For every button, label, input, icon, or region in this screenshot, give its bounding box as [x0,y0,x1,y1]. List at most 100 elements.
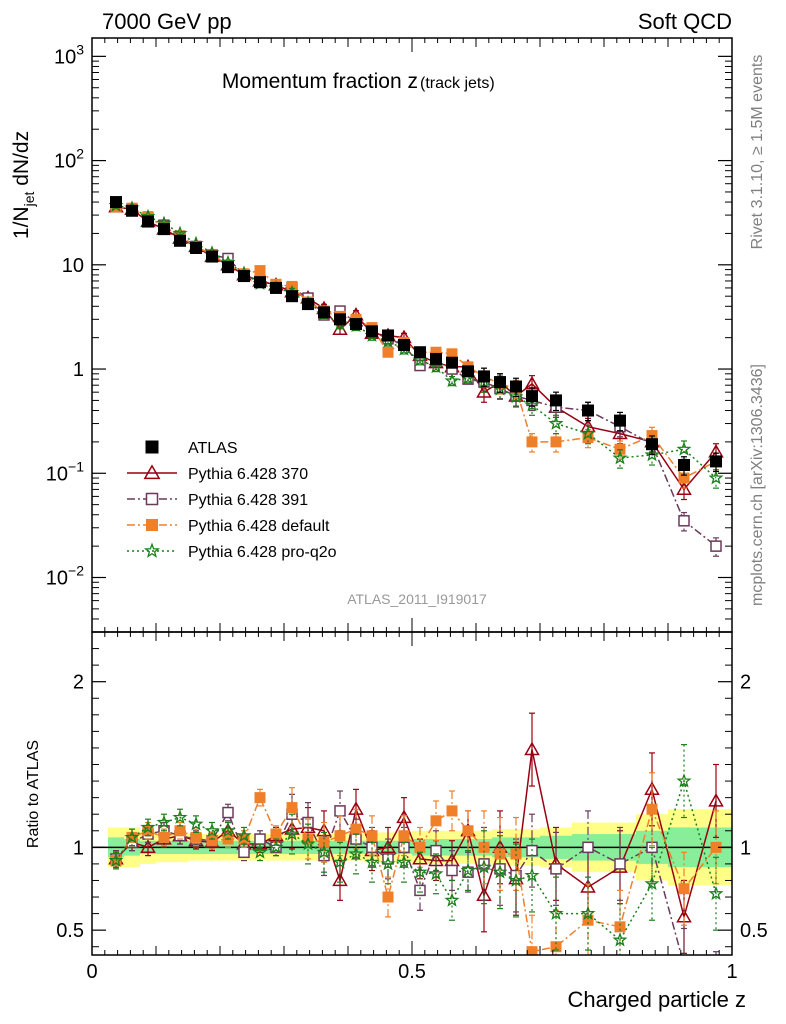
data-point [644,447,660,462]
data-point [612,450,628,465]
ratio-point [708,792,724,807]
ratio-point [398,830,410,842]
ratio-point [158,831,170,843]
data-point [478,370,490,383]
mcplots-label: mcplots.cern.ch [arXiv:1306.3436] [749,364,766,606]
ratio-point [412,864,428,879]
ratio-point [414,841,426,853]
ratio-point [172,809,188,824]
main-panel: 10−2 10−1 1 10 102 103 Momentum fraction z (t… [10,37,733,633]
data-point [676,441,692,456]
ratio-point [238,846,250,859]
data-point [398,339,410,352]
data-point [444,372,460,388]
data-point [350,318,362,331]
data-point [510,380,522,393]
ratio-y-tick-label-right: 1 [740,837,751,859]
ratio-point [252,844,268,859]
legend-marker [143,542,161,558]
legend-marker [145,440,159,454]
ratio-point [676,773,692,788]
ratio-point [284,826,300,841]
ratio-point [268,839,284,854]
ratio-point [300,836,316,851]
data-point [678,459,690,472]
legend-entry: Pythia 6.428 370 [127,464,308,483]
ratio-series [108,712,724,955]
data-point [302,298,314,311]
ratio-point [510,848,522,860]
ratio-point [206,835,218,847]
main-y-tick-label: 102 [54,146,84,173]
data-point [526,390,538,403]
data-point [550,394,562,407]
ratio-point [174,825,186,837]
legend-marker [146,519,158,531]
ratio-series-pythia-6-428-pro-q2o [108,744,724,955]
ratio-y-tick-label: 1 [73,837,84,859]
ratio-point [348,846,364,861]
data-point [366,325,378,338]
ratio-point [614,858,626,870]
ratio-point [286,802,298,814]
main-y-tick-label: 10−1 [46,458,84,485]
legend-entry: ATLAS [145,440,238,457]
data-point [254,265,266,277]
ratio-point [612,932,628,947]
chart-title-sub: (track jets) [420,75,495,92]
data-point [508,389,524,404]
ratio-point [140,819,156,834]
data-point [548,415,564,430]
data-point [526,436,538,448]
ratio-point [124,829,140,844]
ratio-point [364,854,380,869]
ratio-point [446,864,458,877]
data-point [110,196,122,209]
ylabel-main: 1/N [10,206,33,239]
ratio-point [646,803,658,815]
ratio-point [396,854,412,869]
ratio-point [222,806,234,819]
ratio-point [382,891,394,903]
ratio-point [462,825,474,837]
ratio-ticks: 0.5 0.51 12 20 0.5 1 [56,632,768,983]
data-point [238,270,250,283]
x-axis-label: Charged particle z [567,987,746,1012]
main-y-tick-label: 10−2 [46,563,84,590]
legend-label: Pythia 6.428 default [188,518,330,535]
ratio-point [220,822,236,838]
ratio-point [332,854,348,869]
legend-label: Pythia 6.428 391 [188,492,308,509]
data-point [550,436,562,448]
ratio-point [708,885,724,901]
ylabel-sub: jet [21,192,37,208]
ratio-point [582,914,594,926]
data-point [476,384,492,398]
ratio-point [204,822,220,838]
ratio-point [334,830,346,842]
main-series [108,196,724,557]
data-point [254,276,266,289]
ratio-point [524,741,540,756]
process-label: Soft QCD [638,9,732,34]
data-point [430,352,442,365]
data-point [446,356,458,369]
data-point [678,515,690,527]
data-point [710,455,722,468]
data-point [580,425,596,441]
legend-marker [145,492,159,506]
ratio-point [316,844,332,859]
ratio-point [444,892,460,907]
ratio-point [678,883,690,895]
energy-label: 7000 GeV pp [102,9,232,34]
ratio-point [188,816,204,831]
ratio-point [550,863,562,875]
data-point [142,215,154,228]
rivet-label: Rivet 3.1.10, ≥ 1.5M events [749,55,766,250]
chart-title: Momentum fraction z [222,70,418,93]
data-point [158,223,170,236]
ylabel-rest: dN/dz [10,131,33,192]
data-point [462,365,474,378]
data-point [494,376,506,389]
